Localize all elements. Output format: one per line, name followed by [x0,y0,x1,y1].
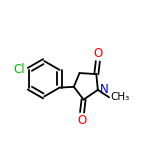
Text: N: N [100,83,108,96]
Text: CH₃: CH₃ [110,92,130,102]
Text: Cl: Cl [14,63,25,76]
Text: O: O [93,47,102,60]
Text: O: O [77,114,87,127]
